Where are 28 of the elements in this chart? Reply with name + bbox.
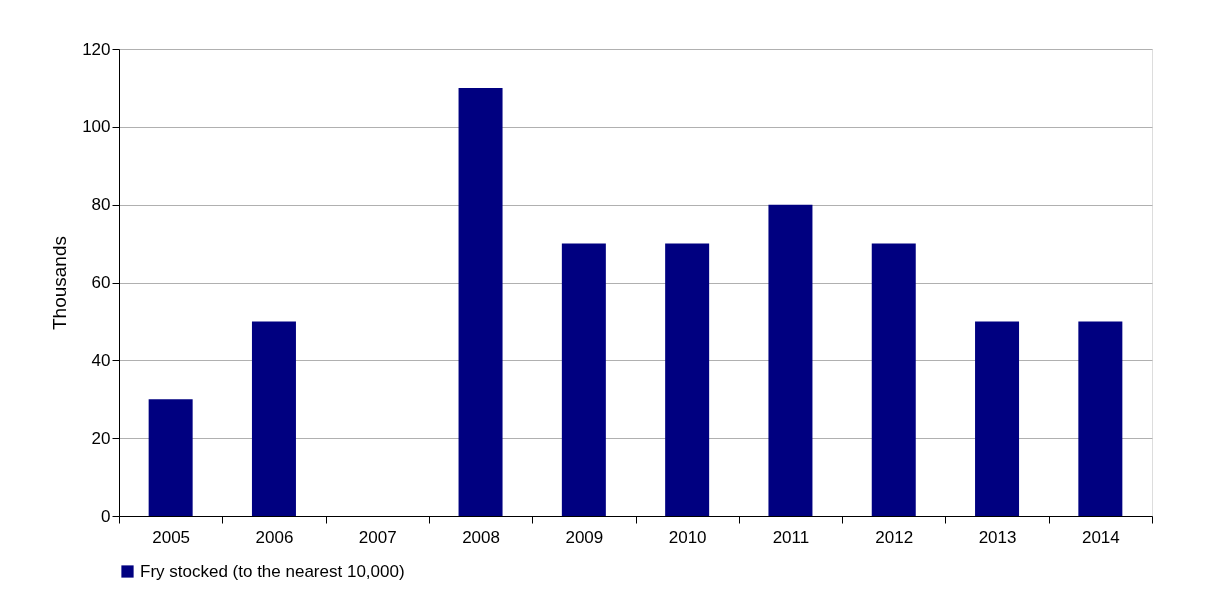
y-tick-label: 120 — [82, 39, 111, 59]
x-tick-label: 2013 — [978, 527, 1017, 547]
x-tick-label: 2005 — [152, 527, 191, 547]
y-tick-label: 80 — [91, 195, 111, 215]
y-tick-label: 60 — [91, 273, 111, 292]
x-tick-label: 2010 — [668, 527, 707, 547]
y-tick-label: 40 — [91, 350, 111, 370]
bar — [871, 243, 916, 516]
bar — [561, 243, 606, 516]
x-tick-label: 2009 — [565, 527, 604, 547]
y-tick-label: 100 — [82, 117, 111, 137]
bar — [768, 204, 813, 516]
x-tick-label: 2007 — [358, 527, 397, 547]
x-tick-label: 2006 — [255, 527, 294, 547]
bar — [148, 399, 193, 516]
x-tick-label: 2014 — [1081, 527, 1120, 547]
bar — [1078, 321, 1123, 516]
bar — [665, 243, 710, 516]
y-tick-label: 0 — [101, 506, 111, 526]
x-tick-label: 2011 — [772, 527, 810, 547]
y-tick-label: 20 — [91, 428, 111, 448]
legend-label: Fry stocked (to the nearest 10,000) — [140, 561, 405, 581]
bar — [458, 87, 503, 516]
bar — [975, 321, 1020, 516]
x-tick-label: 2008 — [462, 527, 500, 547]
bar — [251, 321, 296, 516]
x-tick-label: 2012 — [875, 527, 914, 547]
y-axis-title: Thousands — [49, 235, 71, 331]
